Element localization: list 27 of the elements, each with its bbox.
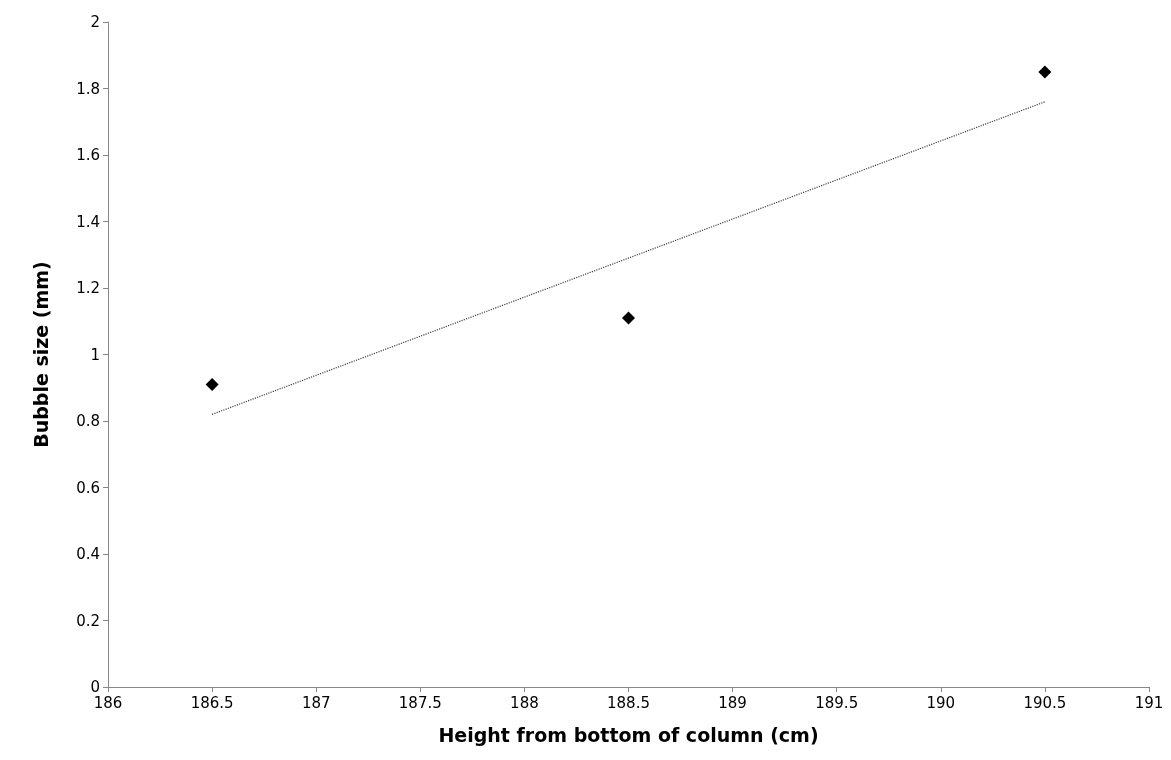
y-tick-label: 1.2 — [76, 279, 100, 297]
x-tick-label: 186.5 — [190, 693, 234, 712]
x-tick-label: 189 — [718, 693, 747, 712]
x-tick-label: 187.5 — [398, 693, 442, 712]
x-tick-label: 188.5 — [607, 693, 650, 712]
x-tick-label: 187 — [301, 693, 331, 712]
y-tick-label: 0.2 — [76, 611, 100, 630]
y-tick-label: 1.4 — [76, 212, 100, 231]
x-tick-label: 189.5 — [815, 693, 859, 712]
x-tick-label: 190.5 — [1023, 693, 1067, 712]
point — [205, 377, 219, 391]
point — [622, 311, 635, 325]
x-tick-label: 190 — [926, 693, 956, 712]
y-tick-label: 1.6 — [76, 146, 100, 164]
y-axis-title: Bubble size (mm) — [29, 261, 52, 448]
y-tick-label: 2 — [90, 13, 100, 31]
x-axis-title: Height from bottom of column (cm) — [438, 723, 819, 746]
x-tick-label: 186 — [93, 693, 123, 712]
y-tick-label: 0.4 — [76, 545, 100, 563]
y-tick-label: 0 — [90, 678, 100, 696]
x-tick-label: 188 — [510, 693, 539, 712]
point — [1038, 65, 1052, 79]
y-tick-label: 0.8 — [76, 412, 100, 430]
y-tick-label: 1 — [90, 345, 100, 364]
x-tick-label: 191 — [1134, 693, 1164, 712]
y-tick-label: 1.8 — [76, 79, 100, 98]
y-tick-label: 0.6 — [76, 478, 100, 497]
